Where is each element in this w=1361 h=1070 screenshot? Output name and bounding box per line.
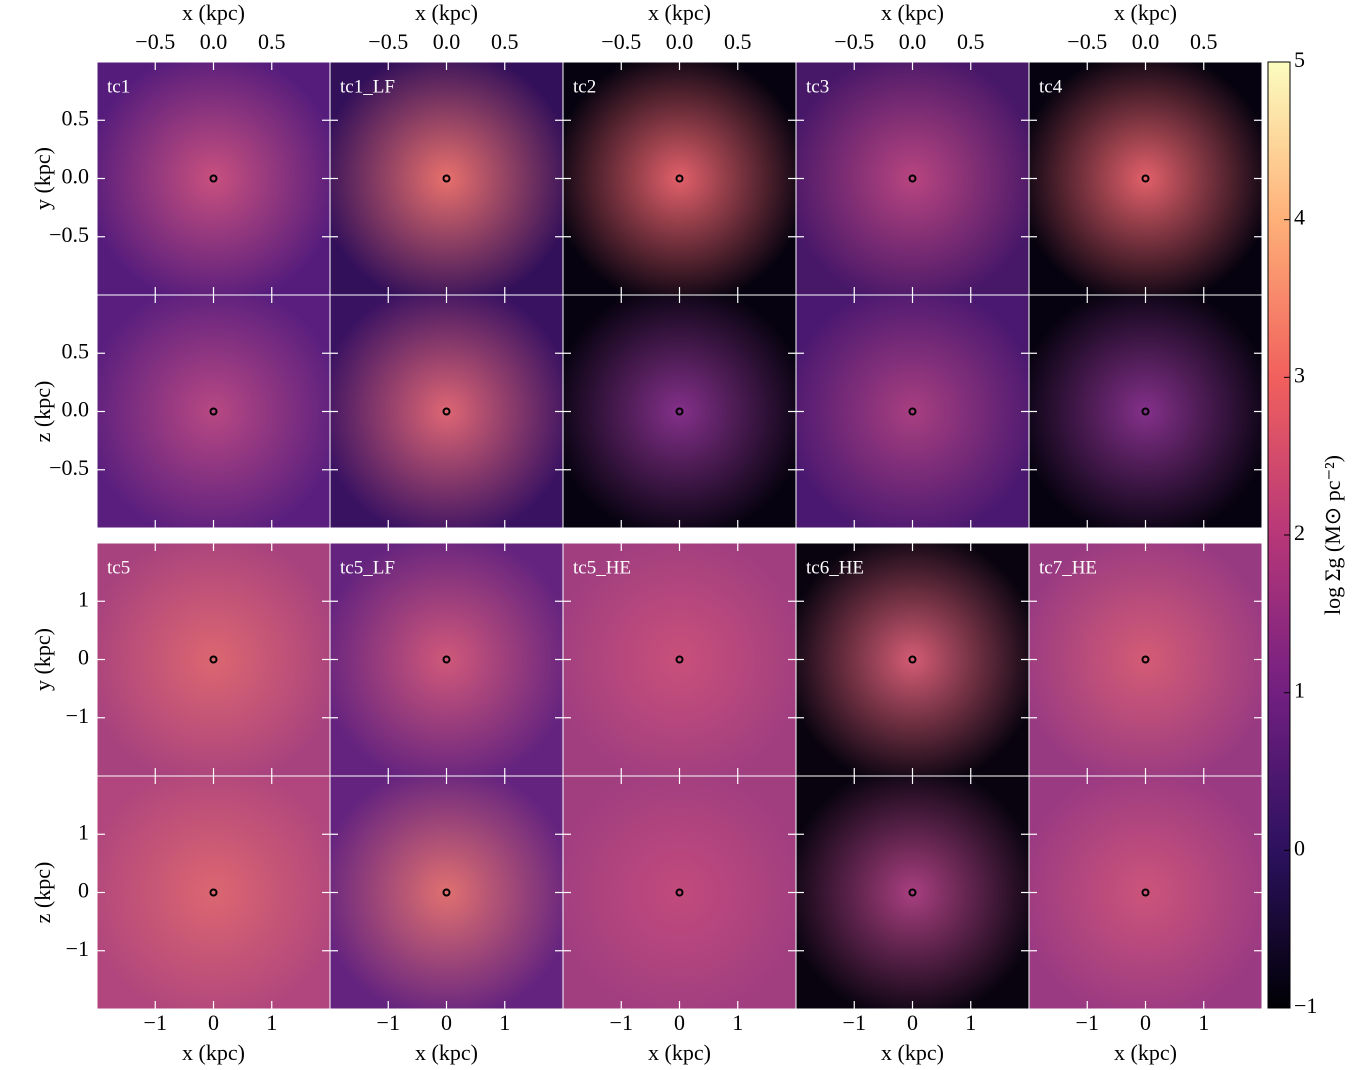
x-tick-label: 0.0: [200, 29, 228, 54]
x-tick-label: −1: [377, 1010, 400, 1035]
x-tick-label: 1: [266, 1010, 277, 1035]
x-axis-label: x (kpc): [648, 1040, 711, 1065]
y-tick-label: −1: [66, 936, 89, 961]
x-tick-label: 0.0: [1132, 29, 1160, 54]
panel-image: [796, 295, 1029, 528]
colorbar-tick-label: −1: [1294, 993, 1317, 1018]
x-axis-label: x (kpc): [415, 1040, 478, 1065]
panel-image: [1029, 295, 1262, 528]
y-axis-label: z (kpc): [30, 862, 55, 924]
y-axis-label: z (kpc): [30, 381, 55, 443]
x-axis-label: x (kpc): [881, 0, 944, 25]
panel-image: [563, 62, 796, 295]
x-tick-label: 1: [965, 1010, 976, 1035]
x-tick-label: −0.5: [368, 29, 408, 54]
panel-image: [563, 295, 796, 528]
x-tick-label: −0.5: [1067, 29, 1107, 54]
panel-label: tc7_HE: [1039, 557, 1097, 578]
colorbar-tick-label: 4: [1294, 205, 1305, 230]
x-axis-label: x (kpc): [881, 1040, 944, 1065]
y-tick-label: 1: [78, 819, 89, 844]
x-tick-label: 0.0: [899, 29, 927, 54]
y-tick-label: 0.0: [62, 164, 90, 189]
panel-image: [1029, 62, 1262, 295]
panel-image: [97, 62, 330, 295]
x-tick-label: 0.5: [258, 29, 286, 54]
y-tick-label: 0: [78, 878, 89, 903]
y-tick-label: 0.5: [62, 105, 90, 130]
panel-label: tc3: [806, 76, 829, 97]
x-tick-label: 0.5: [724, 29, 752, 54]
x-tick-label: −0.5: [135, 29, 175, 54]
colorbar-tick-label: 5: [1294, 47, 1305, 72]
x-axis-label: x (kpc): [1114, 1040, 1177, 1065]
panel-label: tc4: [1039, 76, 1063, 97]
x-tick-label: −1: [610, 1010, 633, 1035]
x-tick-label: 1: [499, 1010, 510, 1035]
x-tick-label: 0.5: [957, 29, 985, 54]
panel-image: [796, 776, 1029, 1009]
x-tick-label: −0.5: [601, 29, 641, 54]
x-tick-label: −1: [1076, 1010, 1099, 1035]
y-tick-label: 0.5: [62, 338, 90, 363]
x-tick-label: 0: [1140, 1010, 1151, 1035]
y-tick-label: 0: [78, 645, 89, 670]
x-tick-label: −1: [843, 1010, 866, 1035]
panel-image: [97, 543, 330, 776]
colorbar-tick-label: 2: [1294, 520, 1305, 545]
x-tick-label: −1: [144, 1010, 167, 1035]
figure: tc1 tc1_LF tc2 tc3 tc4 −0.5 0.0 0.5 y (kpc) −0.5 0…: [0, 0, 1361, 1070]
panel-image: [330, 295, 563, 528]
x-axis-label: x (kpc): [182, 0, 245, 25]
panel-image: [796, 62, 1029, 295]
x-tick-label: −0.5: [834, 29, 874, 54]
x-tick-label: 0.0: [666, 29, 694, 54]
colorbar-tick-label: 3: [1294, 362, 1305, 387]
panel-label: tc6_HE: [806, 557, 864, 578]
x-tick-label: 1: [732, 1010, 743, 1035]
y-tick-label: −0.5: [49, 222, 89, 247]
y-tick-label: 0.0: [62, 397, 90, 422]
y-tick-label: 1: [78, 586, 89, 611]
panel-label: tc5: [107, 557, 130, 578]
colorbar-tick-label: 0: [1294, 835, 1305, 860]
x-axis-label: x (kpc): [182, 1040, 245, 1065]
x-tick-label: 0: [907, 1010, 918, 1035]
x-tick-label: 1: [1198, 1010, 1209, 1035]
x-axis-label: x (kpc): [415, 0, 478, 25]
x-tick-label: 0: [441, 1010, 452, 1035]
panel-label: tc5_HE: [573, 557, 631, 578]
x-axis-label: x (kpc): [648, 0, 711, 25]
x-tick-label: 0.5: [491, 29, 519, 54]
panel-image: [330, 776, 563, 1009]
colorbar-label: log Σg (M⊙ pc⁻²): [1320, 455, 1345, 615]
panel-label: tc1_LF: [340, 76, 395, 97]
x-axis-label: x (kpc): [1114, 0, 1177, 25]
x-tick-label: 0: [208, 1010, 219, 1035]
panel-label: tc5_LF: [340, 557, 395, 578]
y-tick-label: −1: [66, 703, 89, 728]
panel-image: [97, 295, 330, 528]
panel-label: tc1: [107, 76, 130, 97]
y-axis-label: y (kpc): [30, 147, 55, 210]
y-axis-label: y (kpc): [30, 628, 55, 691]
colorbar-tick-label: 1: [1294, 678, 1305, 703]
panel-image: [1029, 776, 1262, 1009]
panel-image: [563, 776, 796, 1009]
x-tick-label: 0: [674, 1010, 685, 1035]
x-tick-label: 0.5: [1190, 29, 1218, 54]
y-tick-label: −0.5: [49, 455, 89, 480]
x-tick-label: 0.0: [433, 29, 461, 54]
panel-label: tc2: [573, 76, 596, 97]
panel-image: [97, 776, 330, 1009]
